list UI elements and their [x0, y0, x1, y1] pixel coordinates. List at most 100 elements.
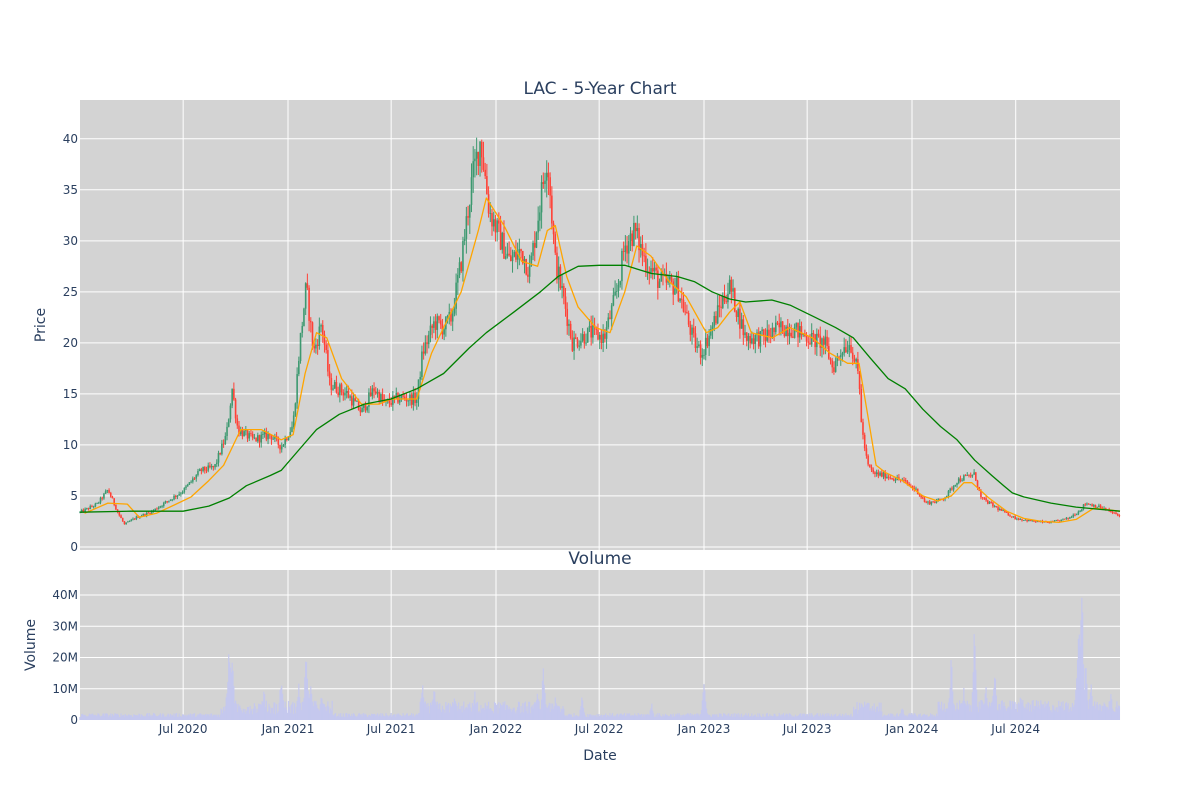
candle-body — [699, 344, 702, 358]
volume-bar — [396, 714, 398, 720]
candle-body — [176, 495, 179, 497]
candle-body — [335, 382, 338, 393]
candle-body — [397, 393, 399, 403]
volume-bar — [960, 703, 962, 720]
candle-body — [669, 276, 671, 280]
volume-bar — [101, 715, 103, 720]
volume-bar — [364, 713, 367, 720]
volume-bar — [558, 705, 560, 720]
volume-bar — [487, 701, 490, 720]
volume-bar — [1107, 709, 1109, 720]
volume-bar — [988, 707, 990, 720]
volume-bar — [143, 716, 145, 720]
volume-bar — [591, 714, 593, 720]
volume-bar — [485, 705, 487, 720]
volume-bar — [206, 714, 208, 720]
volume-chart-title: Volume — [568, 549, 631, 569]
volume-bar — [944, 711, 946, 720]
candle-body — [626, 245, 628, 254]
volume-bar — [408, 716, 410, 720]
volume-bar — [246, 707, 249, 720]
volume-bar — [986, 698, 988, 720]
volume-bar — [989, 706, 991, 720]
volume-bar — [446, 704, 449, 720]
volume-bar — [95, 716, 97, 720]
volume-bar — [741, 713, 743, 720]
volume-bar — [273, 702, 275, 720]
volume-bar — [914, 713, 916, 720]
volume-bar — [823, 714, 825, 720]
candle-body — [927, 501, 929, 503]
volume-bar — [546, 708, 549, 720]
volume-bar — [575, 715, 577, 720]
candle-body — [443, 329, 445, 335]
volume-bar — [1080, 620, 1082, 720]
volume-bar — [839, 713, 841, 720]
volume-bar — [581, 697, 583, 720]
volume-bar — [1053, 705, 1055, 720]
candle-body — [834, 360, 837, 372]
volume-bar — [487, 705, 489, 720]
candle-body — [858, 371, 861, 389]
candle-body — [205, 470, 208, 472]
volume-bar — [415, 714, 417, 720]
volume-bar — [913, 713, 915, 720]
volume-bar — [490, 708, 492, 720]
volume-bar — [1021, 702, 1023, 720]
volume-bar — [977, 712, 979, 720]
candle-body — [378, 391, 380, 403]
volume-bar — [93, 715, 96, 720]
volume-bar — [291, 703, 293, 720]
volume-bar — [765, 713, 767, 720]
volume-bar — [294, 713, 297, 720]
volume-bar — [560, 708, 562, 720]
volume-bar — [176, 716, 179, 720]
volume-bar — [553, 706, 556, 720]
volume-bar — [924, 715, 926, 720]
volume-bar — [835, 716, 838, 720]
volume-bar — [1105, 705, 1107, 720]
candle-body — [556, 252, 558, 280]
volume-bar — [199, 713, 201, 720]
volume-bar — [102, 713, 104, 720]
volume-bar — [223, 706, 225, 720]
volume-bar — [1086, 683, 1088, 720]
volume-bar — [912, 715, 915, 720]
volume-bar — [778, 713, 780, 720]
volume-bar — [200, 714, 202, 720]
volume-bar — [634, 713, 636, 720]
volume-bar — [953, 705, 956, 720]
candle-body — [952, 486, 955, 490]
volume-bar — [328, 706, 330, 720]
volume-bar — [811, 713, 813, 720]
volume-bar — [318, 710, 320, 720]
volume-bar — [635, 715, 638, 720]
candle-body — [161, 506, 163, 507]
candle-body — [299, 332, 302, 361]
volume-bar — [961, 703, 963, 720]
candle-body — [111, 496, 114, 499]
candle-body — [833, 367, 835, 372]
x-axis-ticks: Jul 2020 Jan 2021 Jul 2021 Jan 2022 Jul 2022… — [158, 722, 1040, 736]
volume-bar — [1116, 701, 1118, 720]
candle-body — [349, 396, 351, 398]
volume-bar — [722, 716, 724, 720]
volume-bar — [334, 713, 336, 720]
candle-body — [313, 346, 316, 349]
volume-bar — [811, 714, 814, 720]
candle-body — [933, 502, 936, 504]
volume-bar — [595, 716, 597, 720]
candle-body — [294, 403, 297, 416]
volume-bar — [479, 712, 481, 720]
candle-body — [354, 398, 357, 402]
volume-bar — [693, 714, 696, 720]
candle-body — [256, 435, 259, 442]
volume-bar — [750, 716, 752, 720]
volume-bar — [98, 713, 100, 720]
candle-body — [903, 479, 905, 481]
candle-body — [983, 497, 986, 499]
volume-bar — [633, 715, 635, 720]
volume-bar — [148, 713, 150, 720]
volume-bar — [1015, 708, 1017, 720]
